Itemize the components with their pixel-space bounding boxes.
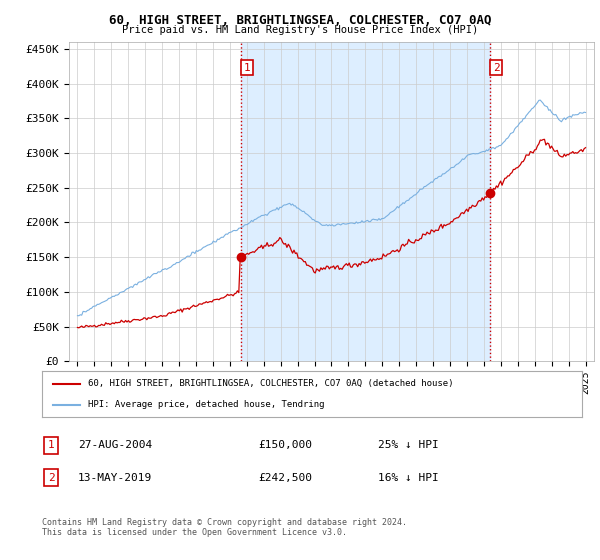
Text: 16% ↓ HPI: 16% ↓ HPI — [378, 473, 439, 483]
Text: 1: 1 — [244, 63, 250, 73]
Bar — [241, 42, 490, 361]
Text: 60, HIGH STREET, BRIGHTLINGSEA, COLCHESTER, CO7 0AQ: 60, HIGH STREET, BRIGHTLINGSEA, COLCHEST… — [109, 14, 491, 27]
Text: 2: 2 — [493, 63, 499, 73]
Text: £242,500: £242,500 — [258, 473, 312, 483]
Text: 25% ↓ HPI: 25% ↓ HPI — [378, 440, 439, 450]
Text: 2: 2 — [47, 473, 55, 483]
Text: 13-MAY-2019: 13-MAY-2019 — [78, 473, 152, 483]
Text: Contains HM Land Registry data © Crown copyright and database right 2024.
This d: Contains HM Land Registry data © Crown c… — [42, 518, 407, 538]
Text: HPI: Average price, detached house, Tendring: HPI: Average price, detached house, Tend… — [88, 400, 325, 409]
Text: 27-AUG-2004: 27-AUG-2004 — [78, 440, 152, 450]
Text: 60, HIGH STREET, BRIGHTLINGSEA, COLCHESTER, CO7 0AQ (detached house): 60, HIGH STREET, BRIGHTLINGSEA, COLCHEST… — [88, 379, 454, 388]
Text: Price paid vs. HM Land Registry's House Price Index (HPI): Price paid vs. HM Land Registry's House … — [122, 25, 478, 35]
Text: 1: 1 — [47, 440, 55, 450]
Text: £150,000: £150,000 — [258, 440, 312, 450]
